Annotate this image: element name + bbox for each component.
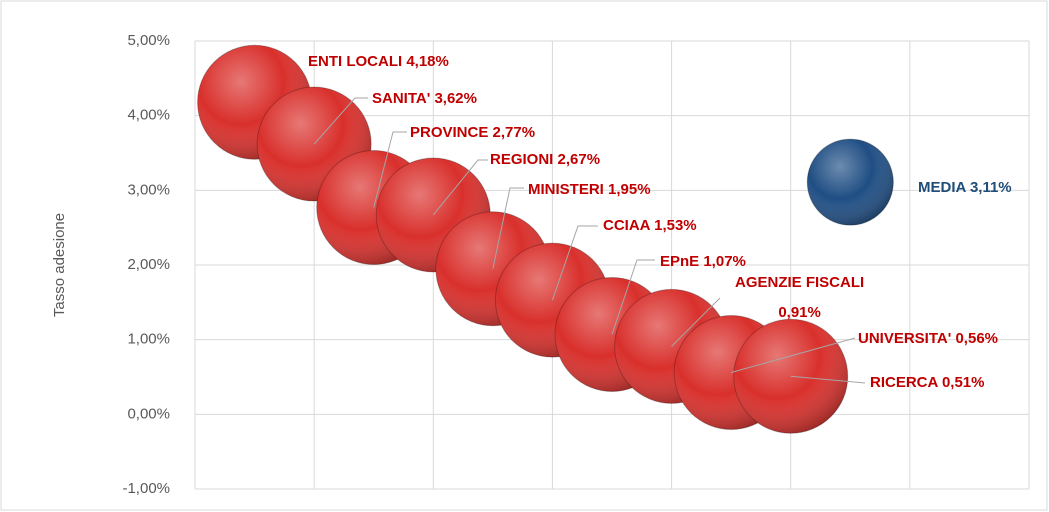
leader-line [492,187,524,269]
y-tick-label: 1,00% [127,331,170,348]
leader-line [551,225,598,301]
data-label: EPnE 1,07% [660,253,746,270]
leader-line [611,259,655,335]
leader-line [731,337,856,374]
y-axis-label: Tasso adesione [51,213,68,317]
data-label: PROVINCE 2,77% [410,124,536,141]
data-label: MINISTERI 1,95% [528,181,651,198]
y-tick-label: 0,00% [127,405,170,422]
data-label: ENTI LOCALI 4,18% [308,53,449,70]
leader-line [671,297,721,347]
leader-line [373,131,407,208]
y-tick-label: 3,00% [127,181,170,198]
data-label: SANITA' 3,62% [372,90,477,107]
y-tick-label: -1,00% [122,480,170,497]
y-tick-label: 5,00% [127,32,170,49]
data-label: REGIONI 2,67% [490,151,601,168]
bubble-shade [807,139,894,226]
leader-line [432,159,488,216]
data-label: AGENZIE FISCALI 0,91% [735,274,865,321]
data-label: CCIAA 1,53% [603,217,697,234]
y-tick-label: 4,00% [127,107,170,124]
data-label: MEDIA 3,11% [918,179,1012,196]
y-tick-label: 2,00% [127,256,170,273]
leader-line [313,97,368,145]
data-label: UNIVERSITA' 0,56% [858,330,998,347]
leader-line [790,375,866,384]
data-label: RICERCA 0,51% [870,374,985,391]
